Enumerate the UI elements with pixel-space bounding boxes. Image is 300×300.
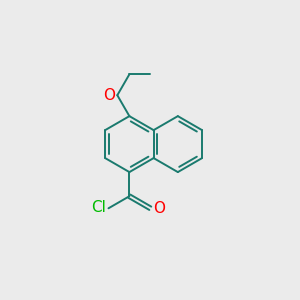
Text: O: O <box>153 201 165 216</box>
Text: Cl: Cl <box>91 200 106 215</box>
Text: O: O <box>103 88 115 103</box>
